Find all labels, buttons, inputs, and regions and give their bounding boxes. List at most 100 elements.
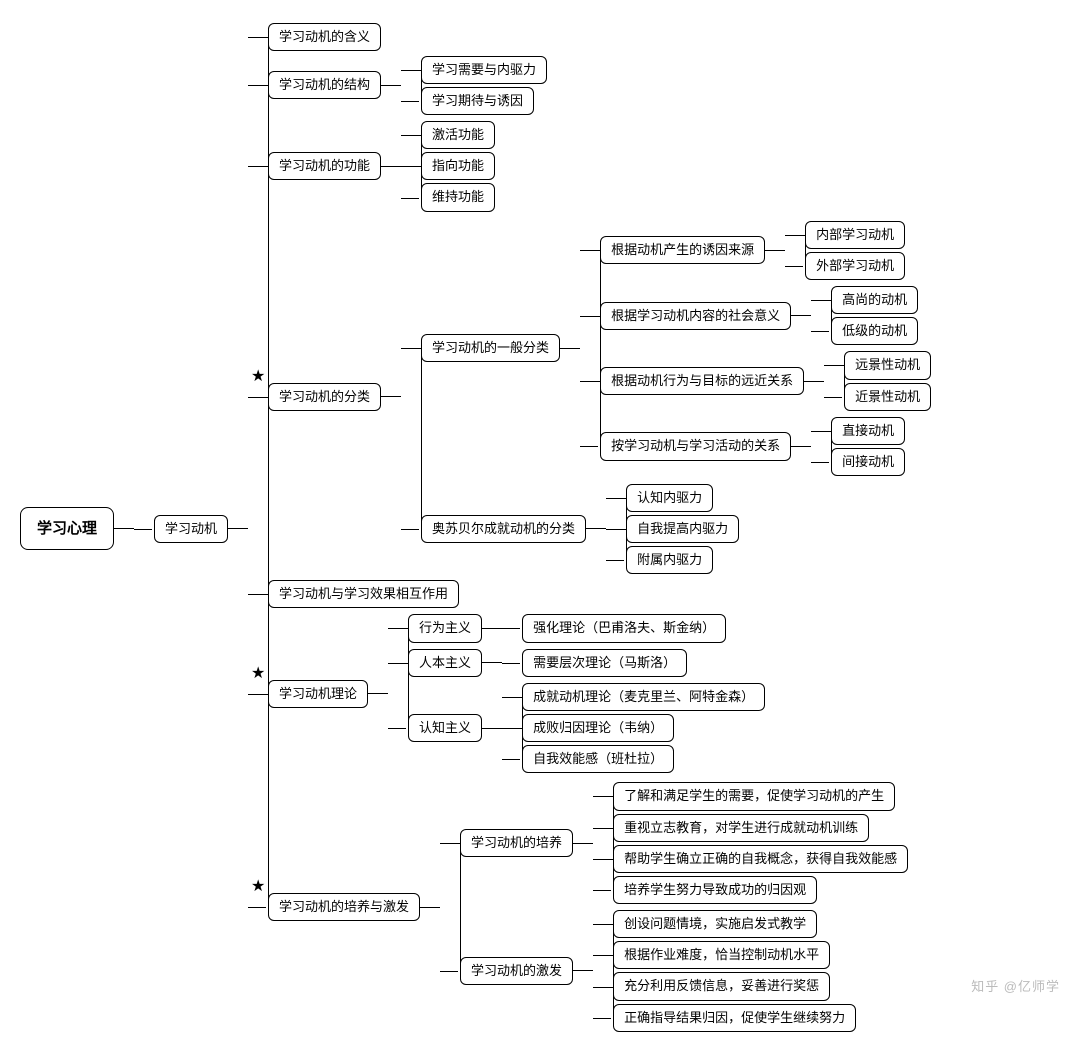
child-row: 近景性动机 bbox=[844, 383, 931, 411]
mindmap-node[interactable]: 人本主义 bbox=[408, 649, 482, 677]
child-row: 高尚的动机 bbox=[831, 286, 918, 314]
node-wrapper: 学习动机 学习动机的含义学习动机的结构 学习需要与内驱力学习期待与诱因学习动机的功能… bbox=[154, 22, 931, 1037]
mindmap-node[interactable]: 直接动机 bbox=[831, 417, 905, 445]
child-row: 学习动机的一般分类 根据动机产生的诱因来源 内部学习动机外部学习动机根据学习动机内容… bbox=[421, 218, 931, 480]
mindmap-node[interactable]: 认知内驱力 bbox=[626, 484, 713, 512]
star-icon: ★ bbox=[251, 663, 265, 685]
mindmap-node[interactable]: 维持功能 bbox=[421, 183, 495, 211]
mindmap-node[interactable]: 行为主义 bbox=[408, 614, 482, 642]
mindmap-node[interactable]: 培养学生努力导致成功的归因观 bbox=[613, 876, 817, 904]
node-wrapper: 激活功能 bbox=[421, 121, 495, 149]
node-wrapper: 低级的动机 bbox=[831, 317, 918, 345]
mindmap-node[interactable]: 间接动机 bbox=[831, 448, 905, 476]
mindmap-node[interactable]: 学习动机的培养 bbox=[460, 829, 573, 857]
node-wrapper: 创设问题情境，实施启发式教学 bbox=[613, 910, 817, 938]
node-wrapper: 直接动机 bbox=[831, 417, 905, 445]
mindmap-node[interactable]: 重视立志教育，对学生进行成就动机训练 bbox=[613, 814, 869, 842]
mindmap-node[interactable]: 需要层次理论（马斯洛） bbox=[522, 649, 687, 677]
child-row: 远景性动机 bbox=[844, 351, 931, 379]
connector-horizontal bbox=[765, 250, 785, 251]
node-wrapper: 认知主义 成就动机理论（麦克里兰、阿特金森） 成败归因理论（韦纳） 自我效能感（班杜拉… bbox=[408, 681, 765, 775]
node-wrapper: 人本主义 需要层次理论（马斯洛） bbox=[408, 647, 687, 678]
node-wrapper: 充分利用反馈信息，妥善进行奖惩 bbox=[613, 972, 830, 1000]
mindmap-node[interactable]: 根据学习动机内容的社会意义 bbox=[600, 302, 791, 330]
mindmap-node[interactable]: 成就动机理论（麦克里兰、阿特金森） bbox=[522, 683, 765, 711]
mindmap-node[interactable]: 远景性动机 bbox=[844, 351, 931, 379]
connector-horizontal bbox=[368, 693, 388, 694]
mindmap-node[interactable]: 学习动机的培养与激发★ bbox=[268, 893, 420, 921]
mindmap-node[interactable]: 成败归因理论（韦纳） bbox=[522, 714, 674, 742]
mindmap-node[interactable]: 根据动机行为与目标的远近关系 bbox=[600, 367, 804, 395]
connector-horizontal bbox=[381, 396, 401, 397]
mindmap-node[interactable]: 指向功能 bbox=[421, 152, 495, 180]
mindmap-node[interactable]: 附属内驱力 bbox=[626, 546, 713, 574]
child-row: 奥苏贝尔成就动机的分类 认知内驱力自我提高内驱力附属内驱力 bbox=[421, 482, 931, 576]
children-container: 学习需要与内驱力学习期待与诱因 bbox=[421, 54, 547, 116]
node-wrapper: 维持功能 bbox=[421, 183, 495, 211]
child-row: 自我效能感（班杜拉） bbox=[522, 745, 765, 773]
child-row: 培养学生努力导致成功的归因观 bbox=[613, 876, 908, 904]
mindmap-node[interactable]: 帮助学生确立正确的自我概念，获得自我效能感 bbox=[613, 845, 908, 873]
child-row: 学习动机的培养与激发★ 学习动机的培养 了解和满足学生的需要，促使学习动机的产生重视… bbox=[268, 779, 931, 1035]
child-row: 强化理论（巴甫洛夫、斯金纳） bbox=[522, 614, 726, 642]
mindmap-node[interactable]: 创设问题情境，实施启发式教学 bbox=[613, 910, 817, 938]
node-wrapper: 学习期待与诱因 bbox=[421, 87, 534, 115]
mindmap-node[interactable]: 学习动机的结构 bbox=[268, 71, 381, 99]
node-wrapper: 正确指导结果归因，促使学生继续努力 bbox=[613, 1004, 856, 1032]
mindmap-node[interactable]: 学习需要与内驱力 bbox=[421, 56, 547, 84]
mindmap-node[interactable]: 正确指导结果归因，促使学生继续努力 bbox=[613, 1004, 856, 1032]
mindmap-node[interactable]: 认知主义 bbox=[408, 714, 482, 742]
mindmap-node[interactable]: 高尚的动机 bbox=[831, 286, 918, 314]
node-wrapper: 学习动机理论★ 行为主义 强化理论（巴甫洛夫、斯金纳） 人本主义 需要层次理论（马斯洛）… bbox=[268, 611, 765, 776]
children-container: 激活功能指向功能维持功能 bbox=[421, 120, 495, 214]
child-row: 学习动机的激发 创设问题情境，实施启发式教学根据作业难度，恰当控制动机水平充分利用… bbox=[460, 909, 908, 1034]
mindmap-node[interactable]: 奥苏贝尔成就动机的分类 bbox=[421, 515, 586, 543]
connector-horizontal bbox=[114, 528, 134, 529]
children-container: 成就动机理论（麦克里兰、阿特金森） 成败归因理论（韦纳） 自我效能感（班杜拉） bbox=[522, 681, 765, 775]
connector-horizontal bbox=[573, 970, 593, 971]
children-container: 强化理论（巴甫洛夫、斯金纳） bbox=[522, 613, 726, 644]
child-row: 学习动机的含义 bbox=[268, 23, 931, 51]
mindmap-node[interactable]: 低级的动机 bbox=[831, 317, 918, 345]
children-container: 内部学习动机外部学习动机 bbox=[805, 219, 905, 281]
children-container: 学习动机的培养 了解和满足学生的需要，促使学习动机的产生重视立志教育，对学生进行成… bbox=[460, 779, 908, 1035]
mindmap-node[interactable]: 学习动机理论★ bbox=[268, 680, 368, 708]
mindmap-node[interactable]: 自我提高内驱力 bbox=[626, 515, 739, 543]
mindmap-node[interactable]: 按学习动机与学习活动的关系 bbox=[600, 432, 791, 460]
mindmap-node[interactable]: 学习期待与诱因 bbox=[421, 87, 534, 115]
mindmap-node[interactable]: 激活功能 bbox=[421, 121, 495, 149]
mindmap-node[interactable]: 学习动机的激发 bbox=[460, 957, 573, 985]
mindmap-node[interactable]: 学习动机的分类★ bbox=[268, 383, 381, 411]
mindmap-node[interactable]: 了解和满足学生的需要，促使学习动机的产生 bbox=[613, 782, 895, 810]
mindmap-node[interactable]: 充分利用反馈信息，妥善进行奖惩 bbox=[613, 972, 830, 1000]
mindmap-node[interactable]: 学习动机与学习效果相互作用 bbox=[268, 580, 459, 608]
mindmap-node[interactable]: 近景性动机 bbox=[844, 383, 931, 411]
mindmap-node[interactable]: 自我效能感（班杜拉） bbox=[522, 745, 674, 773]
children-container: 学习动机的含义学习动机的结构 学习需要与内驱力学习期待与诱因学习动机的功能 激活功能… bbox=[268, 22, 931, 1037]
mindmap-node[interactable]: 强化理论（巴甫洛夫、斯金纳） bbox=[522, 614, 726, 642]
child-row: 帮助学生确立正确的自我概念，获得自我效能感 bbox=[613, 845, 908, 873]
mindmap-node[interactable]: 内部学习动机 bbox=[805, 221, 905, 249]
mindmap-node[interactable]: 学习动机的含义 bbox=[268, 23, 381, 51]
child-row: 充分利用反馈信息，妥善进行奖惩 bbox=[613, 972, 856, 1000]
mindmap-node[interactable]: 外部学习动机 bbox=[805, 252, 905, 280]
node-wrapper: 帮助学生确立正确的自我概念，获得自我效能感 bbox=[613, 845, 908, 873]
children-container: 根据动机产生的诱因来源 内部学习动机外部学习动机根据学习动机内容的社会意义 高尚的动… bbox=[600, 218, 931, 480]
child-row: 学习动机的培养 了解和满足学生的需要，促使学习动机的产生重视立志教育，对学生进行成… bbox=[460, 781, 908, 906]
mindmap-node[interactable]: 根据作业难度，恰当控制动机水平 bbox=[613, 941, 830, 969]
child-row: 认知内驱力 bbox=[626, 484, 739, 512]
mindmap-node[interactable]: 学习动机的一般分类 bbox=[421, 334, 560, 362]
mindmap-node[interactable]: 学习动机的功能 bbox=[268, 152, 381, 180]
node-wrapper: 认知内驱力 bbox=[626, 484, 713, 512]
node-wrapper: 自我效能感（班杜拉） bbox=[522, 745, 674, 773]
mindmap-node[interactable]: 根据动机产生的诱因来源 bbox=[600, 236, 765, 264]
node-wrapper: 自我提高内驱力 bbox=[626, 515, 739, 543]
node-wrapper: 重视立志教育，对学生进行成就动机训练 bbox=[613, 814, 869, 842]
child-row: 根据动机行为与目标的远近关系 远景性动机近景性动机 bbox=[600, 350, 931, 412]
mindmap-node[interactable]: 学习动机 bbox=[154, 515, 228, 543]
root-node[interactable]: 学习心理 bbox=[20, 507, 114, 550]
children-container: 直接动机间接动机 bbox=[831, 415, 905, 477]
child-row: 按学习动机与学习活动的关系 直接动机间接动机 bbox=[600, 415, 931, 477]
child-row: 成就动机理论（麦克里兰、阿特金森） bbox=[522, 683, 765, 711]
children-container: 了解和满足学生的需要，促使学习动机的产生重视立志教育，对学生进行成就动机训练帮助… bbox=[613, 781, 908, 906]
